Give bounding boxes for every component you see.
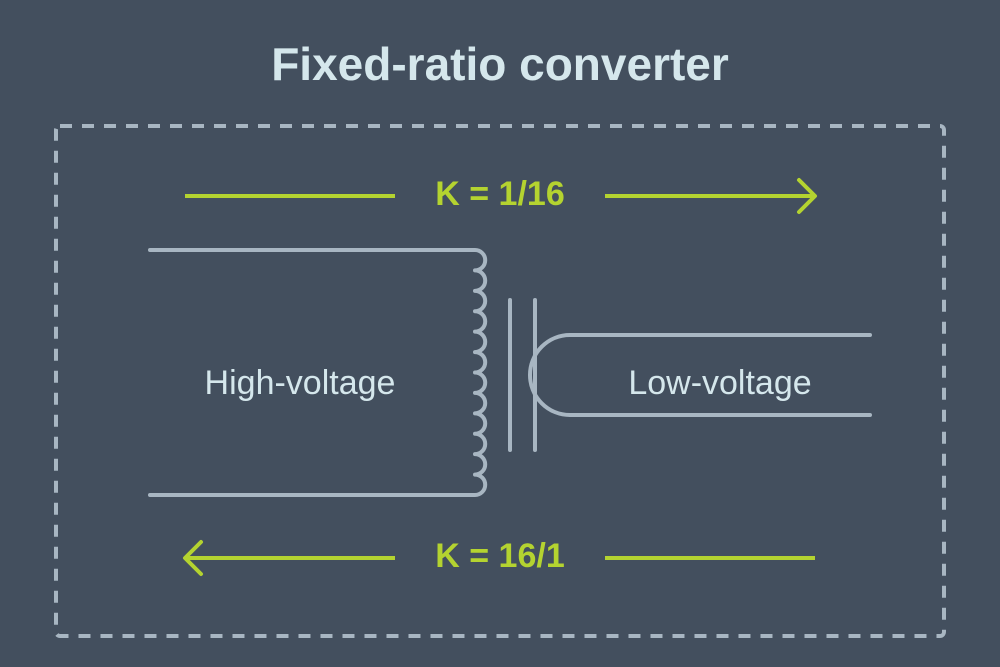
diagram-title: Fixed-ratio converter <box>271 38 729 90</box>
ratio-label-bottom: K = 16/1 <box>435 537 564 575</box>
high-voltage-label: High-voltage <box>205 364 396 402</box>
low-voltage-label: Low-voltage <box>628 364 811 402</box>
fixed-ratio-converter-diagram: Fixed-ratio converter K = 1/16 K = 16/1 … <box>0 0 1000 667</box>
ratio-label-top: K = 1/16 <box>435 175 564 213</box>
